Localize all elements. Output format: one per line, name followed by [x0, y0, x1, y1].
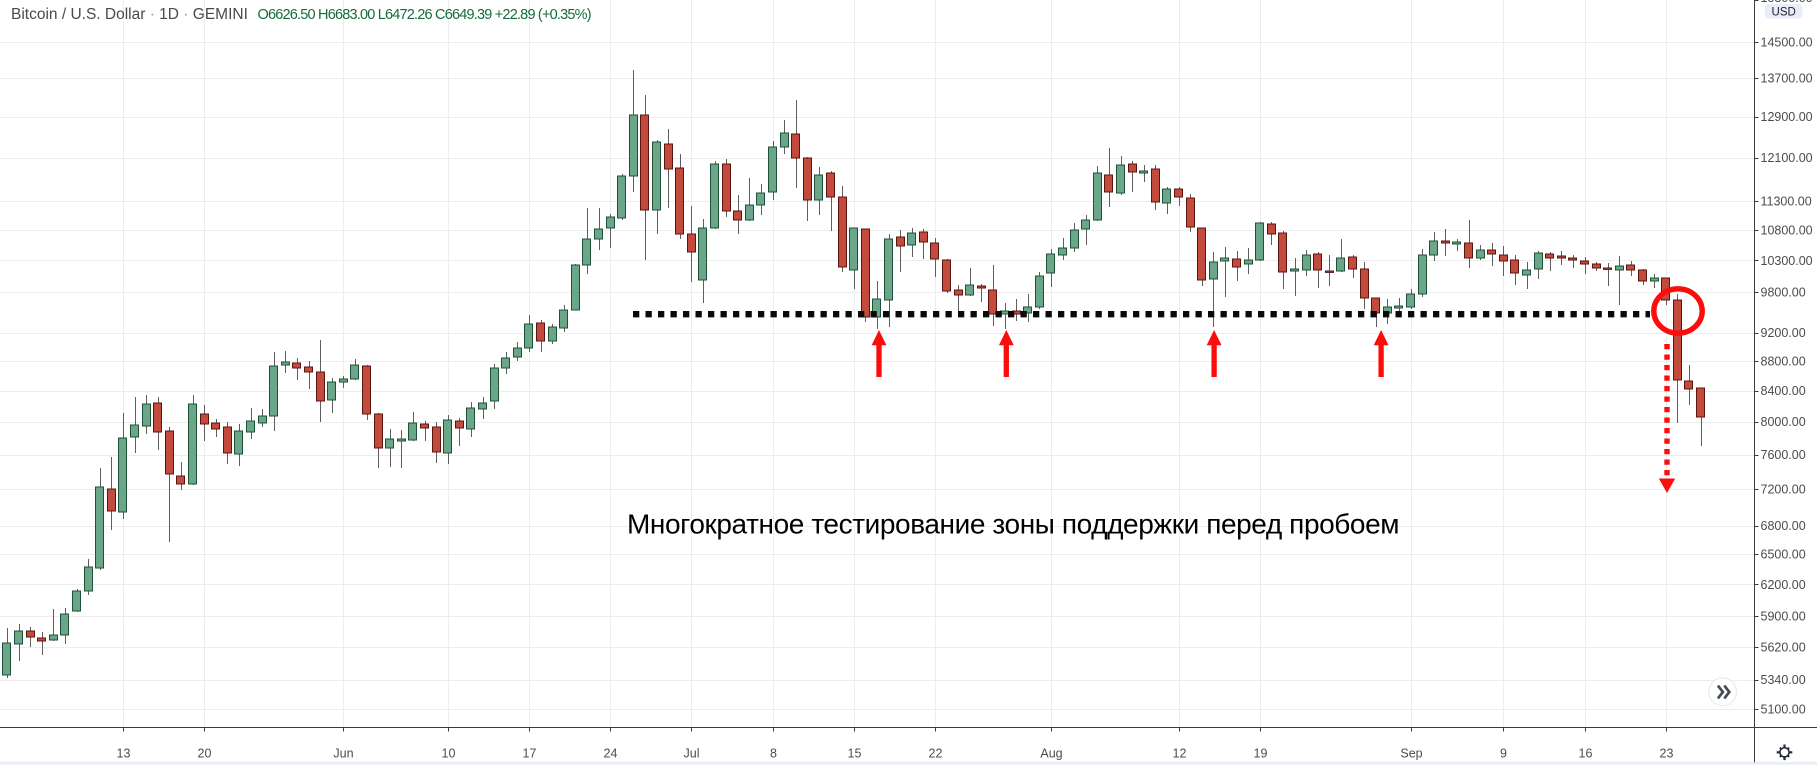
svg-text:22: 22: [929, 747, 943, 761]
svg-text:12: 12: [1173, 747, 1187, 761]
svg-text:16: 16: [1579, 747, 1593, 761]
svg-text:5620.00: 5620.00: [1761, 641, 1806, 655]
svg-text:Sep: Sep: [1400, 747, 1422, 761]
svg-text:13700.00: 13700.00: [1761, 72, 1813, 86]
svg-text:10: 10: [442, 747, 456, 761]
svg-text:8400.00: 8400.00: [1761, 384, 1806, 398]
svg-text:USD: USD: [1772, 7, 1796, 19]
svg-text:6500.00: 6500.00: [1761, 548, 1806, 562]
svg-text:19: 19: [1254, 747, 1268, 761]
svg-text:12100.00: 12100.00: [1761, 151, 1813, 165]
svg-text:8800.00: 8800.00: [1761, 354, 1806, 368]
svg-text:7200.00: 7200.00: [1761, 482, 1806, 496]
svg-text:5900.00: 5900.00: [1761, 610, 1806, 624]
svg-text:13: 13: [117, 747, 131, 761]
svg-text:8000.00: 8000.00: [1761, 415, 1806, 429]
svg-text:Bitcoin / U.S. Dollar · 1D · G: Bitcoin / U.S. Dollar · 1D · GEMINI: [11, 6, 248, 23]
svg-text:Aug: Aug: [1040, 747, 1062, 761]
svg-text:5340.00: 5340.00: [1761, 673, 1806, 687]
svg-text:6800.00: 6800.00: [1761, 519, 1806, 533]
svg-text:23: 23: [1660, 747, 1674, 761]
svg-text:17: 17: [523, 747, 537, 761]
svg-text:9200.00: 9200.00: [1761, 326, 1806, 340]
svg-text:9: 9: [1500, 747, 1507, 761]
svg-text:14500.00: 14500.00: [1761, 35, 1813, 49]
svg-text:20: 20: [198, 747, 212, 761]
svg-text:Многократное тестирование зоны: Многократное тестирование зоны поддержки…: [627, 509, 1399, 540]
svg-text:15300.00: 15300.00: [1761, 0, 1813, 5]
svg-text:O6626.50 H6683.00 L6472.26 C66: O6626.50 H6683.00 L6472.26 C6649.39 +22.…: [258, 7, 591, 23]
svg-text:Jul: Jul: [684, 747, 700, 761]
svg-text:24: 24: [604, 747, 618, 761]
svg-text:9800.00: 9800.00: [1761, 286, 1806, 300]
svg-text:6200.00: 6200.00: [1761, 578, 1806, 592]
svg-text:7600.00: 7600.00: [1761, 448, 1806, 462]
svg-text:Jun: Jun: [333, 747, 353, 761]
svg-text:15: 15: [848, 747, 862, 761]
svg-text:10800.00: 10800.00: [1761, 224, 1813, 238]
svg-text:5100.00: 5100.00: [1761, 703, 1806, 717]
svg-text:8: 8: [770, 747, 777, 761]
svg-text:12900.00: 12900.00: [1761, 110, 1813, 124]
svg-text:11300.00: 11300.00: [1761, 195, 1812, 209]
svg-text:10300.00: 10300.00: [1761, 254, 1813, 268]
